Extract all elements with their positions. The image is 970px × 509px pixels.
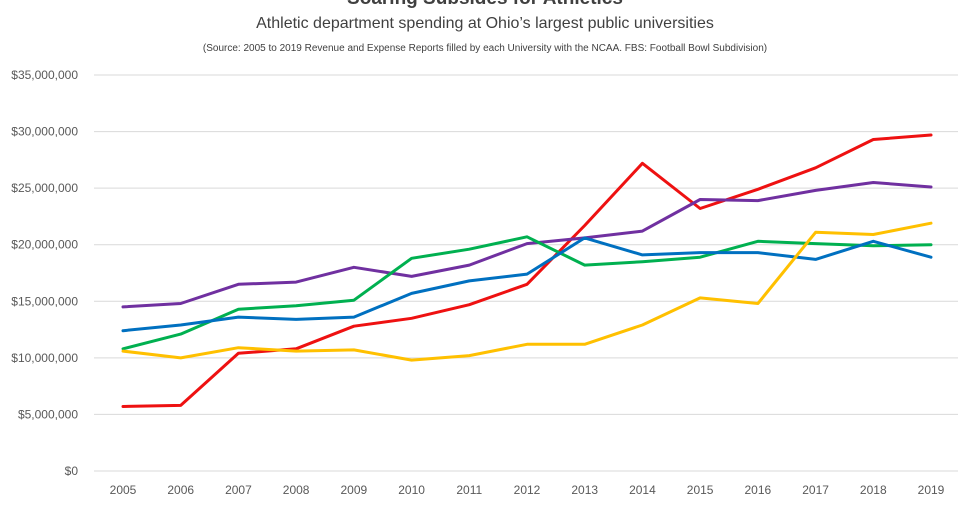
x-tick-label: 2012 xyxy=(514,483,541,497)
x-tick-label: 2015 xyxy=(687,483,714,497)
y-tick-label: $10,000,000 xyxy=(11,351,78,365)
x-tick-label: 2005 xyxy=(110,483,137,497)
series-line-3 xyxy=(121,235,933,351)
x-tick-label: 2008 xyxy=(283,483,310,497)
y-tick-label: $25,000,000 xyxy=(11,181,78,195)
y-tick-label: $30,000,000 xyxy=(11,125,78,139)
chart-source-note: (Source: 2005 to 2019 Revenue and Expens… xyxy=(202,43,768,54)
series-line-5 xyxy=(121,221,933,362)
gridlines xyxy=(94,74,958,472)
x-tick-label: 2017 xyxy=(802,483,829,497)
series-line-2 xyxy=(121,181,933,309)
x-tick-label: 2006 xyxy=(167,483,194,497)
y-axis: $0 $5,000,000 $10,000,000 $15,000,000 $20,00… xyxy=(11,68,78,478)
y-tick-label: $15,000,000 xyxy=(11,294,78,308)
series-line-1 xyxy=(121,133,933,408)
y-tick-label: $0 xyxy=(65,464,79,478)
chart-subtitle: Athletic department spending at Ohio’s l… xyxy=(256,15,714,32)
x-tick-label: 2011 xyxy=(456,483,482,497)
x-tick-label: 2010 xyxy=(398,483,425,497)
chart-title: Soaring Subsides for Athletics xyxy=(0,0,970,10)
x-tick-label: 2018 xyxy=(860,483,887,497)
series-lines xyxy=(121,133,933,408)
x-tick-label: 2019 xyxy=(918,483,945,497)
y-tick-label: $35,000,000 xyxy=(11,68,78,82)
x-tick-label: 2013 xyxy=(571,483,598,497)
x-axis: 2005 2006 2007 2008 2009 2010 2011 2012 2013 2014… xyxy=(110,483,945,497)
x-tick-label: 2014 xyxy=(629,483,656,497)
x-tick-label: 2009 xyxy=(341,483,368,497)
x-tick-label: 2016 xyxy=(745,483,772,497)
y-tick-label: $5,000,000 xyxy=(18,407,78,421)
y-tick-label: $20,000,000 xyxy=(11,238,78,252)
x-tick-label: 2007 xyxy=(225,483,252,497)
